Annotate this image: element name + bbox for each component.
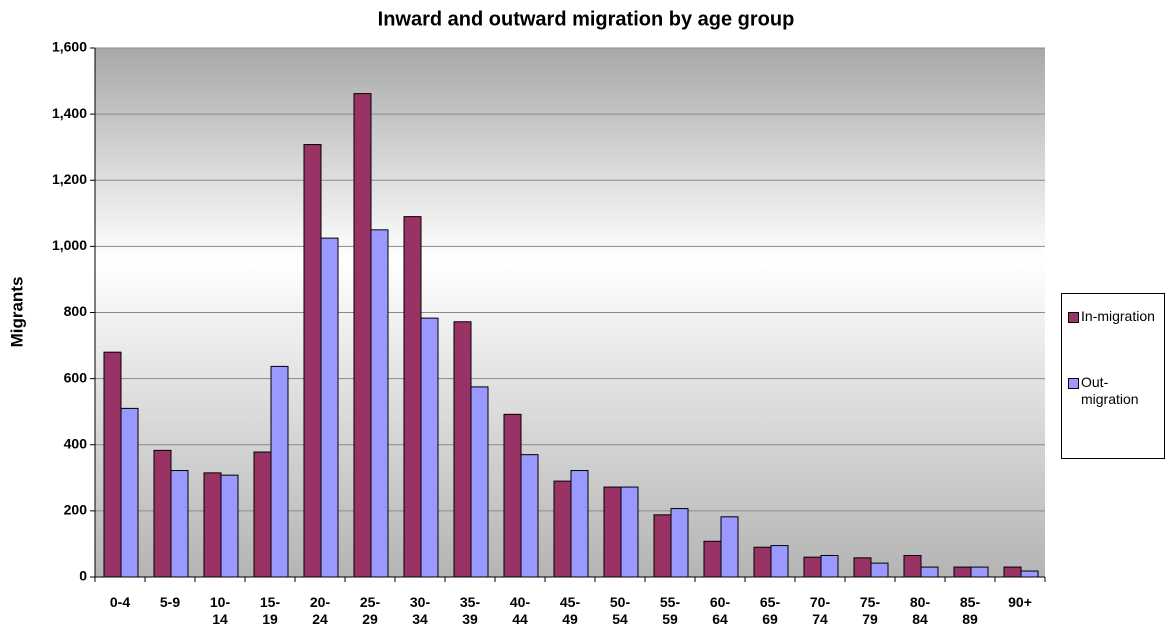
bar — [403, 216, 422, 578]
x-tick-label: 25-29 — [359, 594, 381, 627]
bar — [620, 486, 639, 578]
x-tick-label: 30-34 — [409, 594, 431, 627]
legend-label: Out-migration — [1081, 374, 1139, 407]
chart-title: Inward and outward migration by age grou… — [378, 8, 795, 30]
x-tick-label: 20-24 — [309, 594, 331, 627]
bar — [870, 562, 889, 578]
bar — [820, 555, 839, 578]
y-tick-label: 0 — [79, 568, 87, 584]
x-tick-label: 0-4 — [109, 594, 131, 610]
x-tick-label: 90+ — [1008, 594, 1032, 610]
y-tick-label: 1,600 — [52, 39, 87, 55]
x-tick-label: 80-84 — [909, 594, 931, 627]
x-tick-label: 40-44 — [509, 594, 531, 627]
bar — [770, 545, 789, 578]
x-tick-label: 35-39 — [459, 594, 481, 627]
bar — [170, 470, 189, 578]
y-tick-label: 1,000 — [52, 237, 87, 253]
x-tick-label: 75-79 — [859, 594, 881, 627]
y-tick-label: 600 — [64, 369, 88, 385]
bar — [753, 546, 772, 578]
legend-item: Out-migration — [1068, 374, 1163, 408]
x-tick-label: 45-49 — [559, 594, 581, 627]
x-tick-label: 10-14 — [209, 594, 231, 627]
bar — [703, 540, 722, 578]
bar — [420, 317, 439, 578]
legend-label: In-migration — [1081, 308, 1155, 324]
bar — [603, 486, 622, 578]
x-tick-label: 50-54 — [609, 594, 631, 627]
bar — [353, 93, 372, 578]
bar — [203, 472, 222, 578]
bar — [1003, 566, 1022, 578]
bar — [853, 557, 872, 578]
bar — [220, 474, 239, 578]
y-tick-label: 800 — [64, 303, 88, 319]
x-tick-label: 60-64 — [709, 594, 731, 627]
bar — [303, 144, 322, 578]
bar — [720, 516, 739, 578]
y-tick-label: 200 — [64, 502, 88, 518]
bar — [653, 514, 672, 578]
bar — [503, 413, 522, 578]
bar — [1020, 570, 1039, 578]
bar — [270, 365, 289, 578]
bar — [920, 566, 939, 578]
legend-item: In-migration — [1068, 308, 1163, 325]
bar — [153, 449, 172, 578]
bar — [453, 321, 472, 578]
bar — [803, 556, 822, 578]
x-tick-label: 85-89 — [959, 594, 981, 627]
bar — [470, 386, 489, 578]
bar — [970, 566, 989, 578]
x-tick-label: 55-59 — [659, 594, 681, 627]
x-tick-label: 65-69 — [759, 594, 781, 627]
bar — [903, 555, 922, 578]
legend: In-migration Out-migration — [1061, 293, 1165, 459]
bar — [670, 508, 689, 578]
y-axis-label: Migrants — [7, 277, 26, 348]
bar — [253, 451, 272, 578]
x-tick-label: 70-74 — [809, 594, 831, 627]
x-tick-label: 15-19 — [259, 594, 281, 627]
x-tick-label: 5-9 — [159, 594, 181, 610]
bar — [953, 566, 972, 578]
bar — [520, 454, 539, 578]
legend-swatch — [1068, 378, 1079, 389]
bar — [103, 351, 122, 578]
bar — [120, 407, 139, 578]
y-tick-label: 1,400 — [52, 105, 87, 121]
y-tick-label: 1,200 — [52, 171, 87, 187]
y-tick-label: 400 — [64, 435, 88, 451]
bar — [320, 237, 339, 578]
bar — [570, 470, 589, 578]
legend-swatch — [1068, 312, 1079, 323]
bar — [370, 229, 389, 578]
bar — [553, 480, 572, 578]
